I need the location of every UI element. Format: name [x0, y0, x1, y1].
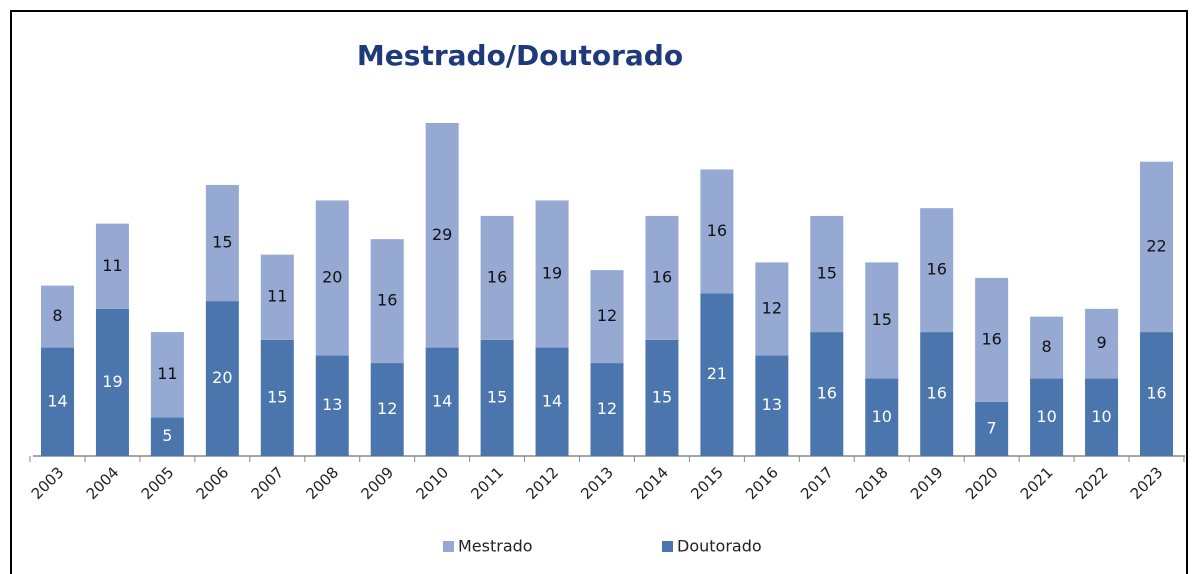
data-label: 20 — [212, 368, 232, 387]
bar-segment — [315, 200, 349, 356]
data-label: 5 — [162, 426, 172, 445]
data-label: 13 — [762, 395, 782, 414]
bar-segment — [975, 401, 1009, 456]
bar-segment — [920, 208, 954, 333]
bar-segment — [755, 262, 789, 356]
data-label: 16 — [707, 221, 727, 240]
data-label: 16 — [981, 329, 1001, 348]
data-label: 7 — [987, 418, 997, 437]
data-label: 29 — [432, 225, 452, 244]
data-label: 16 — [1146, 384, 1166, 403]
bar-segment — [1085, 378, 1119, 456]
bar-segment — [755, 355, 789, 456]
legend-swatch — [662, 541, 673, 552]
data-label: 15 — [872, 310, 892, 329]
data-label: 8 — [52, 306, 62, 325]
bar-segment — [810, 215, 844, 333]
bar-segment — [41, 285, 74, 348]
data-label: 16 — [817, 384, 837, 403]
bar-segment — [41, 347, 74, 456]
bar-segment — [1140, 161, 1173, 333]
bar-segment — [150, 332, 184, 418]
legend-label: Mestrado — [458, 537, 533, 556]
bar-segment — [1140, 332, 1173, 456]
bar-segment — [645, 215, 679, 340]
legend-swatch — [443, 541, 454, 552]
chart-title: Mestrado/Doutorado — [357, 39, 683, 72]
data-label: 19 — [542, 264, 562, 283]
bar-segment — [95, 223, 129, 309]
bar-segment — [150, 417, 184, 456]
data-label: 15 — [817, 264, 837, 283]
bar-segment — [480, 215, 514, 340]
data-label: 14 — [542, 391, 562, 410]
data-label: 12 — [762, 298, 782, 317]
data-label: 16 — [927, 260, 947, 279]
data-label: 16 — [377, 291, 397, 310]
data-label: 11 — [157, 364, 177, 383]
data-label: 16 — [927, 384, 947, 403]
data-label: 22 — [1146, 236, 1166, 255]
bar-segment — [590, 270, 624, 364]
data-label: 11 — [102, 256, 122, 275]
bar-segment — [590, 363, 624, 456]
bar-segment — [260, 339, 294, 456]
data-label: 16 — [487, 267, 507, 286]
data-label: 11 — [267, 287, 287, 306]
data-label: 21 — [707, 364, 727, 383]
data-label: 14 — [47, 391, 67, 410]
data-label: 10 — [1036, 407, 1056, 426]
bar-segment — [700, 293, 734, 456]
bar-segment — [260, 254, 294, 340]
bar-segment — [95, 308, 129, 456]
data-label: 14 — [432, 391, 452, 410]
data-label: 10 — [872, 407, 892, 426]
data-label: 12 — [377, 399, 397, 418]
data-label: 15 — [212, 233, 232, 252]
bar-segment — [425, 123, 459, 348]
bar-segment — [535, 200, 569, 348]
data-label: 15 — [487, 387, 507, 406]
data-label: 15 — [652, 387, 672, 406]
bar-segment — [645, 339, 679, 456]
bar-segment — [205, 184, 239, 302]
data-label: 13 — [322, 395, 342, 414]
data-label: 16 — [652, 267, 672, 286]
data-label: 12 — [597, 399, 617, 418]
data-label: 12 — [597, 306, 617, 325]
bar-segment — [1030, 316, 1064, 379]
bar-segment — [865, 262, 899, 379]
bar-segment — [480, 339, 514, 456]
data-label: 15 — [267, 387, 287, 406]
bar-segment — [865, 378, 899, 456]
bar-segment — [810, 332, 844, 456]
data-label: 8 — [1042, 337, 1052, 356]
data-label: 19 — [102, 372, 122, 391]
data-label: 9 — [1096, 333, 1106, 352]
data-label: 10 — [1091, 407, 1111, 426]
bar-segment — [920, 332, 954, 456]
bar-segment — [975, 277, 1009, 402]
bar-segment — [370, 239, 404, 364]
bar-segment — [1030, 378, 1064, 456]
data-label: 20 — [322, 267, 342, 286]
bar-segment — [370, 363, 404, 456]
bar-segment — [700, 169, 734, 294]
bar-segment — [535, 347, 569, 456]
bar-segment — [205, 301, 239, 456]
bar-segment — [425, 347, 459, 456]
bar-segment — [315, 355, 349, 456]
bar-segment — [1085, 308, 1119, 379]
legend-label: Doutorado — [677, 537, 762, 556]
